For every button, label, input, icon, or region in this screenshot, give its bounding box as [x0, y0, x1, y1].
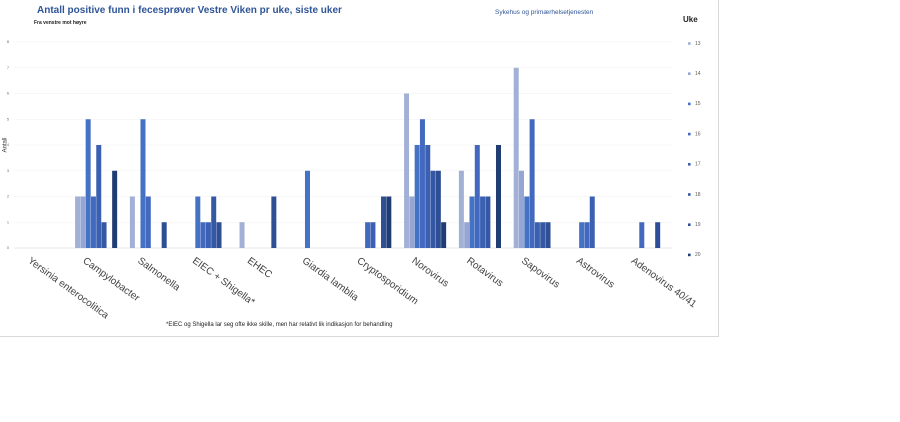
bar	[524, 196, 530, 248]
y-tick-label: 8	[7, 40, 9, 44]
bar	[101, 222, 107, 248]
y-tick-label: 7	[7, 66, 9, 70]
y-tick-label: 6	[7, 92, 9, 96]
legend-swatch	[688, 163, 691, 166]
bar	[205, 222, 211, 248]
bar	[419, 119, 425, 248]
y-tick-label: 0	[7, 246, 9, 250]
bar	[386, 196, 392, 248]
bar	[404, 93, 410, 248]
legend: 13 14 15 16 17 18 19 20	[688, 41, 701, 258]
category-label: EHEC	[245, 256, 274, 281]
category-label: Rotavirus	[464, 256, 505, 290]
y-tick-label: 4	[7, 143, 9, 147]
legend-swatch	[688, 253, 691, 257]
bar	[534, 222, 540, 248]
bar	[112, 170, 118, 248]
y-tick-label: 3	[7, 169, 9, 173]
bar	[519, 170, 525, 248]
bar	[458, 170, 464, 248]
legend-swatch	[688, 42, 691, 45]
bar	[90, 196, 96, 248]
legend-swatch	[688, 72, 691, 75]
chart-plot: 0 1 2 3 4 5 6 7 8 Yersinia enterocoliticaCampylo…	[7, 40, 701, 322]
bar	[655, 222, 661, 248]
bar	[271, 196, 277, 248]
bar	[589, 196, 595, 248]
category-label: Giardia lamblia	[300, 256, 361, 304]
bar	[161, 222, 167, 248]
bar	[425, 145, 431, 248]
bar	[540, 222, 546, 248]
legend-swatch	[688, 223, 691, 226]
bar	[529, 119, 535, 248]
sector-label: Sykehus og primærhelsetjenesten	[495, 9, 594, 16]
bar	[545, 222, 551, 248]
category-labels: Yersinia enterocoliticaCampylobacterSalm…	[26, 256, 699, 322]
legend-swatch	[688, 102, 691, 106]
bar	[216, 222, 222, 248]
bar	[239, 222, 245, 248]
bar	[75, 196, 81, 248]
category-label: Sapovirus	[519, 256, 561, 291]
bar	[584, 222, 590, 248]
legend-swatch	[688, 132, 691, 136]
category-label: Salmonella	[135, 256, 182, 294]
bar	[464, 222, 470, 248]
category-label: Adenovirus 40/41	[629, 256, 699, 311]
bar	[200, 222, 206, 248]
legend-label: 18	[695, 192, 701, 198]
y-axis-label: Antall	[2, 137, 9, 153]
bar	[211, 196, 217, 248]
bar	[370, 222, 376, 248]
bar	[140, 119, 146, 248]
bar	[513, 67, 519, 248]
category-label: Astrovirus	[574, 256, 616, 291]
legend-label: 14	[695, 71, 701, 77]
legend-label: 13	[695, 41, 701, 47]
bar	[485, 196, 491, 248]
bar	[381, 196, 387, 248]
bar	[579, 222, 585, 248]
bar	[365, 222, 371, 248]
legend-swatch	[688, 193, 691, 196]
bar	[409, 196, 415, 248]
y-tick-labels: 0 1 2 3 4 5 6 7 8	[7, 40, 9, 250]
bar	[145, 196, 151, 248]
bar	[96, 145, 102, 248]
bar	[414, 145, 420, 248]
legend-label: 17	[695, 162, 701, 168]
legend-title: Uke	[683, 15, 698, 24]
gridlines	[14, 41, 672, 249]
bar	[430, 170, 436, 248]
legend-label: 20	[695, 252, 701, 258]
chart-subtitle: Fra venstre mot høyre	[34, 20, 87, 26]
chart-frame: 0 1 2 3 4 5 6 7 8 Yersinia enterocolitica Campylo…	[0, 0, 719, 337]
bar	[469, 196, 475, 248]
bar	[495, 145, 501, 248]
chart-title: Antall positive funn i fecesprøver Vestr…	[37, 5, 342, 16]
bars	[75, 67, 661, 248]
legend-label: 19	[695, 222, 701, 228]
bar	[441, 222, 447, 248]
legend-label: 16	[695, 131, 701, 137]
bar	[480, 196, 486, 248]
bar	[195, 196, 201, 248]
legend-label: 15	[695, 101, 701, 107]
y-tick-label: 2	[7, 195, 9, 199]
bar	[85, 119, 91, 248]
bar	[639, 222, 645, 248]
bar	[80, 196, 86, 248]
bar	[435, 170, 441, 248]
category-label: Norovirus	[409, 256, 450, 290]
bar	[304, 170, 310, 248]
bar	[129, 196, 135, 248]
y-tick-label: 5	[7, 117, 9, 121]
y-tick-label: 1	[7, 220, 9, 224]
bar	[474, 145, 480, 248]
chart-footnote: *EIEC og Shigella lar seg ofte ikke skil…	[166, 322, 393, 328]
